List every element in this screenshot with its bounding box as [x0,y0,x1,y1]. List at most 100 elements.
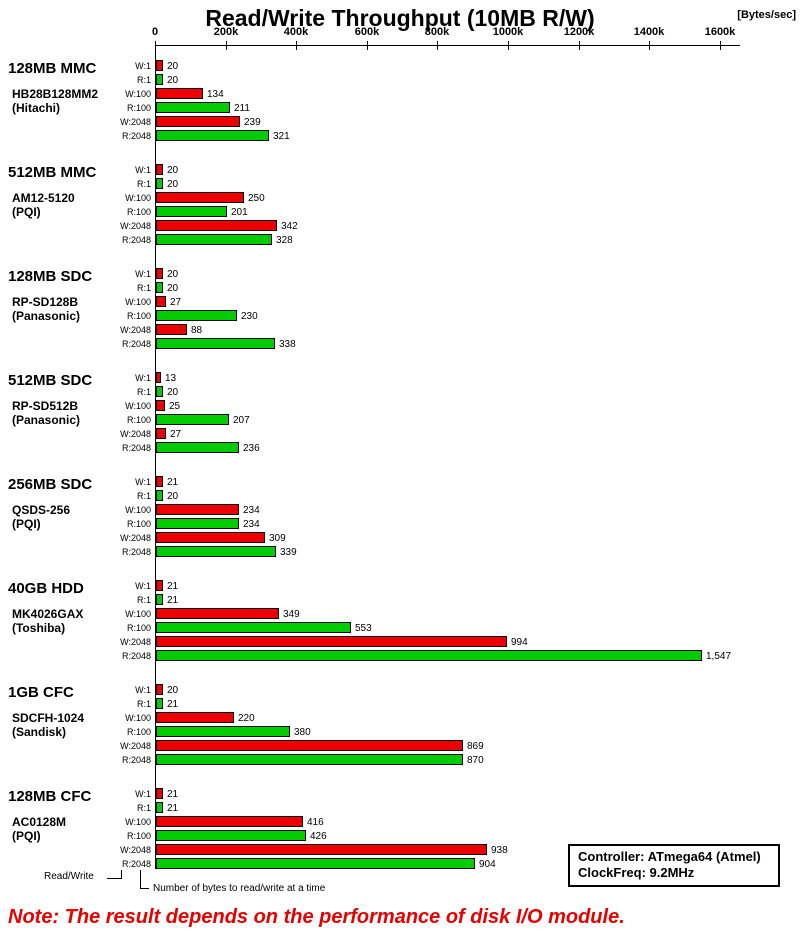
bar-value-label: 207 [233,415,250,426]
bar-write [156,740,463,751]
bar-read [156,130,269,141]
bar-row-label: W:2048 [120,429,151,439]
bar-write [156,580,163,591]
bar-value-label: 20 [167,179,179,190]
device-model: QSDS-256 [12,503,71,517]
bar-value-label: 211 [234,103,250,114]
bar-row-label: W:2048 [120,117,151,127]
bar-write [156,400,165,411]
device-maker: (PQI) [12,205,41,219]
axis-tick-label: 200k [213,26,239,38]
bar-row-label: R:2048 [121,547,151,557]
axis-tick-label: 1000k [492,26,524,38]
bar-write [156,192,244,203]
device-model: MK4026GAX [12,607,84,621]
bar-row-label: W:100 [125,609,151,619]
axis-tick-label: 800k [424,26,450,38]
device-model: AM12-5120 [12,191,75,205]
bar-row-label: R:1 [136,491,151,501]
device-model: RP-SD512B [12,399,79,413]
device-maker: (PQI) [12,829,41,843]
bar-value-label: 236 [243,443,260,454]
device-maker: (Panasonic) [12,413,81,427]
bar-read [156,650,702,661]
bar-value-label: 21 [167,477,179,488]
bar-value-label: 27 [170,429,182,440]
bar-value-label: 20 [167,387,179,398]
bar-row-label: R:1 [136,803,151,813]
bar-row-label: W:1 [135,269,151,279]
bar-value-label: 21 [167,803,179,814]
bar-row-label: R:2048 [121,339,151,349]
bar-value-label: 250 [248,193,265,204]
bar-row-label: W:1 [135,581,151,591]
bar-write [156,220,277,231]
device-model: HB28B128MM2 [12,87,99,101]
bar-write [156,844,487,855]
bar-row-label: W:2048 [120,533,151,543]
bar-row-label: R:1 [136,283,151,293]
axis-tick-label: 1200k [563,26,595,38]
chart-title: Read/Write Throughput (10MB R/W) [205,5,595,31]
device-name: 512MB SDC [8,372,93,389]
bar-read [156,754,463,765]
bar-write [156,608,279,619]
device-model: SDCFH-1024 [12,711,85,725]
axis-tick [579,41,580,50]
bar-value-label: 338 [279,339,296,350]
footnote-read-write: Read/Write [44,871,94,882]
bar-row-label: W:2048 [120,221,151,231]
bar-row-label: R:1 [136,75,151,85]
axis-tick [437,41,438,50]
bar-write [156,476,163,487]
bar-write [156,116,240,127]
device-maker: (Toshiba) [12,621,66,635]
bar-write [156,268,163,279]
bar-value-label: 1,547 [706,651,732,662]
axis-tick-label: 1400k [633,26,665,38]
bar-row-label: R:2048 [121,755,151,765]
device-name: 256MB SDC [8,476,93,493]
bar-value-label: 426 [310,831,327,842]
bar-write [156,684,163,695]
axis-tick-label: 600k [354,26,380,38]
bar-row-label: W:1 [135,373,151,383]
bar-value-label: 21 [167,699,179,710]
device-maker: (Sandisk) [12,725,67,739]
bar-value-label: 869 [467,741,484,752]
bar-row-label: W:2048 [120,845,151,855]
bar-read [156,386,163,397]
bar-read [156,698,163,709]
bar-row-label: W:100 [125,817,151,827]
device-maker: (PQI) [12,517,41,531]
bar-value-label: 339 [280,547,297,558]
bar-read [156,414,229,425]
bar-write [156,60,163,71]
bar-write [156,532,265,543]
bar-read [156,282,163,293]
bar-row-label: W:1 [135,685,151,695]
bar-value-label: 234 [243,505,260,516]
bar-read [156,102,230,113]
bar-read [156,74,163,85]
bar-value-label: 553 [355,623,372,634]
bar-row-label: R:2048 [121,443,151,453]
bar-read [156,178,163,189]
bar-row-label: R:100 [126,415,151,425]
bar-write [156,296,166,307]
axis-tick-label: 400k [283,26,309,38]
bar-value-label: 20 [167,491,179,502]
bar-value-label: 938 [491,845,508,856]
bar-row-label: R:2048 [121,131,151,141]
axis-tick [296,41,297,50]
unit-label: [Bytes/sec] [737,9,796,21]
bar-row-label: W:100 [125,713,151,723]
bar-value-label: 21 [167,595,179,606]
bar-value-label: 994 [511,637,528,648]
bar-row-label: W:1 [135,477,151,487]
bar-row-label: W:100 [125,193,151,203]
axis-tick-label: 1600k [704,26,736,38]
bar-write [156,164,163,175]
bar-value-label: 13 [165,373,177,384]
